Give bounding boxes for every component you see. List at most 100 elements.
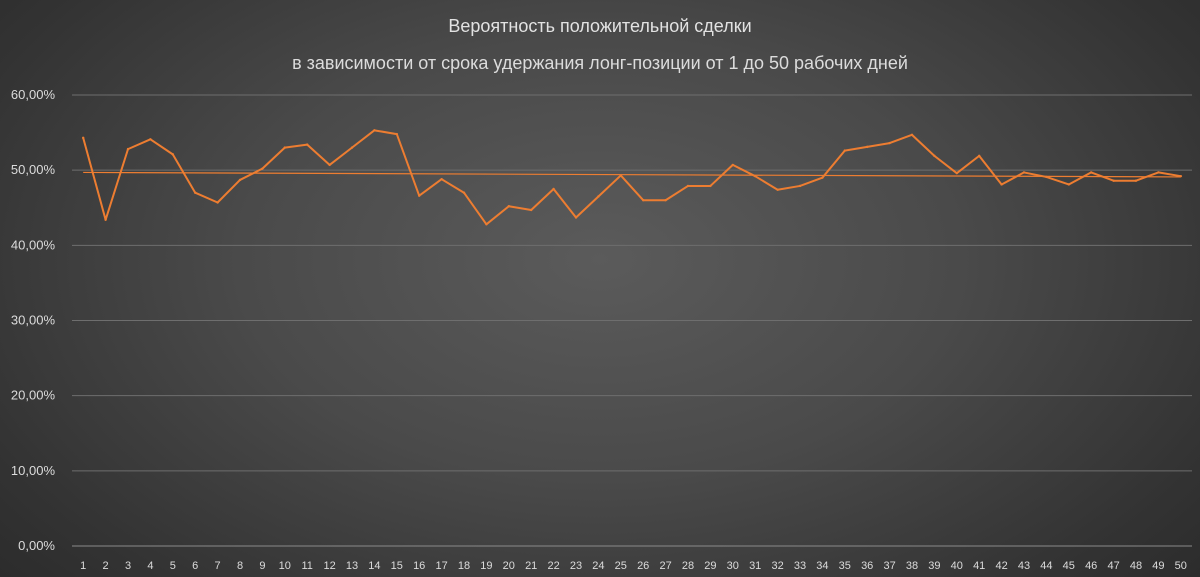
x-tick-label: 3 [125,560,131,572]
y-tick-label: 0,00% [18,538,55,553]
x-tick-label: 21 [525,560,537,572]
data-point [530,208,533,212]
x-tick-label: 35 [839,560,851,572]
data-point [82,136,85,140]
x-tick-label: 24 [592,560,604,572]
data-point [978,154,981,158]
y-tick-label: 50,00% [11,162,56,177]
y-tick-label: 30,00% [11,313,56,328]
data-point [642,199,645,202]
data-point [1090,171,1093,174]
data-point [440,177,443,181]
data-point [866,145,869,149]
x-tick-label: 13 [346,560,358,572]
data-point [373,129,376,132]
x-tick-label: 14 [368,560,380,572]
x-tick-label: 4 [147,560,153,572]
data-point [283,146,286,149]
chart-title: Вероятность положительной сделки [448,16,751,36]
data-point [843,149,846,152]
x-tick-label: 42 [995,560,1007,572]
x-tick-label: 12 [323,560,335,572]
data-point [1067,183,1071,186]
y-tick-label: 20,00% [11,388,56,403]
data-point [821,176,824,179]
data-point [619,174,622,177]
x-axis-ticks: 1 2 3 4 5 6 7 8 9 10 11 12 13 14 15 16 17 18 19 20 21 22 23 24 2… [80,560,1187,572]
data-point [462,191,466,194]
series-group [82,129,1183,226]
series-line [82,129,1182,226]
data-point [731,163,734,167]
x-tick-label: 48 [1130,560,1142,572]
x-tick-label: 38 [906,560,918,572]
x-tick-label: 15 [391,560,403,572]
x-tick-label: 39 [928,560,940,572]
data-point [238,178,242,182]
x-tick-label: 36 [861,560,873,572]
data-point [350,146,354,149]
x-tick-label: 50 [1175,560,1187,572]
x-tick-label: 45 [1063,560,1075,572]
x-tick-label: 1 [80,560,86,572]
data-point [171,153,174,156]
data-point [798,184,802,188]
x-tick-label: 46 [1085,560,1097,572]
x-tick-label: 26 [637,560,649,572]
data-point [328,163,331,167]
x-tick-label: 29 [704,560,716,572]
data-point [485,223,488,226]
x-tick-label: 11 [301,560,312,572]
data-point [888,141,891,145]
data-point [149,138,152,141]
data-point [597,195,600,198]
data-point [776,188,779,191]
data-point [1022,171,1026,174]
x-tick-label: 32 [771,560,783,572]
x-tick-label: 16 [413,560,425,572]
data-point [126,147,130,151]
x-tick-label: 2 [103,560,109,572]
data-point [574,216,578,219]
x-tick-label: 47 [1107,560,1119,572]
x-tick-label: 6 [192,560,198,572]
x-tick-label: 7 [215,560,221,572]
y-axis-ticks: 0,00% 10,00% 20,00% 30,00% 40,00% 50,00% 60,00… [11,87,56,553]
data-point [664,199,667,202]
x-tick-label: 37 [883,560,895,572]
gridlines [72,94,1192,547]
x-tick-label: 17 [435,560,447,572]
data-point [754,174,757,178]
x-tick-label: 44 [1040,560,1052,572]
x-tick-label: 31 [749,560,761,572]
data-point [306,143,309,146]
data-point [933,154,936,158]
x-tick-label: 34 [816,560,828,572]
y-tick-label: 60,00% [11,87,56,102]
x-tick-label: 41 [973,560,985,572]
x-tick-label: 49 [1152,560,1164,572]
x-tick-label: 22 [547,560,559,572]
data-point [1045,175,1048,179]
data-point [395,132,398,136]
data-point [910,133,914,137]
x-tick-label: 9 [259,560,265,572]
x-tick-label: 30 [727,560,739,572]
data-point [552,187,555,191]
data-point [955,171,958,175]
data-point [194,191,197,194]
x-tick-label: 19 [480,560,492,572]
data-point [104,218,107,221]
chart-subtitle: в зависимости от срока удержания лонг-по… [292,53,908,73]
x-tick-label: 23 [570,560,582,572]
y-tick-label: 10,00% [11,463,56,478]
x-tick-label: 25 [615,560,627,572]
x-tick-label: 43 [1018,560,1030,572]
data-point [1112,179,1115,182]
data-point [261,167,264,170]
trendline [83,171,1181,178]
data-point [1157,171,1160,174]
y-tick-label: 40,00% [11,237,56,252]
